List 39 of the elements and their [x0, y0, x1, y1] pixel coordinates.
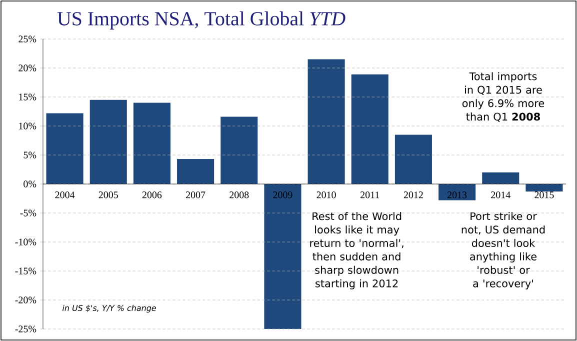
x-tick-label: 2004: [55, 192, 75, 198]
bar: [438, 184, 476, 200]
bar: [133, 102, 170, 184]
y-tick-label: -15%: [15, 268, 36, 274]
y-tick-label: -10%: [15, 238, 36, 246]
bar: [46, 113, 84, 184]
bar: [482, 172, 520, 184]
bar: [351, 74, 388, 184]
x-tick-label: 2008: [230, 192, 249, 198]
x-tick-label: 2007: [186, 192, 206, 198]
x-tick-label: 2010: [316, 192, 336, 198]
x-tick-label: 2005: [98, 192, 118, 198]
y-tick-label: 0%: [24, 180, 36, 188]
y-tick-label: -25%: [15, 326, 36, 332]
x-tick-label: 2013: [448, 192, 467, 198]
x-tick-label: 2011: [360, 192, 380, 198]
y-tick-label: 10%: [19, 122, 36, 130]
x-tick-label: 2012: [404, 192, 423, 198]
x-tick-label: 2009: [273, 192, 292, 198]
annotation: Rest of the World looks like it may return to 'normal', then sudden and sharp slowdown starting in 2012: [310, 212, 404, 290]
bar: [308, 59, 345, 184]
x-tick-label: 2015: [534, 192, 554, 198]
y-tick-label: 15%: [19, 94, 36, 100]
y-tick-label: -20%: [15, 296, 36, 304]
bar: [177, 159, 214, 184]
bar: [90, 100, 127, 184]
bar: [526, 184, 563, 192]
bar: [394, 134, 432, 184]
y-tick-label: -5%: [20, 210, 36, 216]
bar: [264, 184, 302, 329]
annotation: Total imports in Q1 2015 are only 6.9% more than Q1 2008: [462, 72, 544, 122]
y-tick-label: 5%: [24, 152, 36, 158]
chart-title: US Imports NSA, Total Global YTD: [57, 11, 346, 30]
y-tick-label: 20%: [18, 64, 36, 72]
x-tick-label: 2014: [491, 192, 510, 198]
x-tick-label: 2006: [142, 192, 162, 198]
annotation: Port strike or not, US demand doesn't look anything like 'robust' or a 'recovery': [462, 212, 545, 290]
y-tick-label: 25%: [18, 36, 36, 42]
bar: [220, 116, 258, 184]
